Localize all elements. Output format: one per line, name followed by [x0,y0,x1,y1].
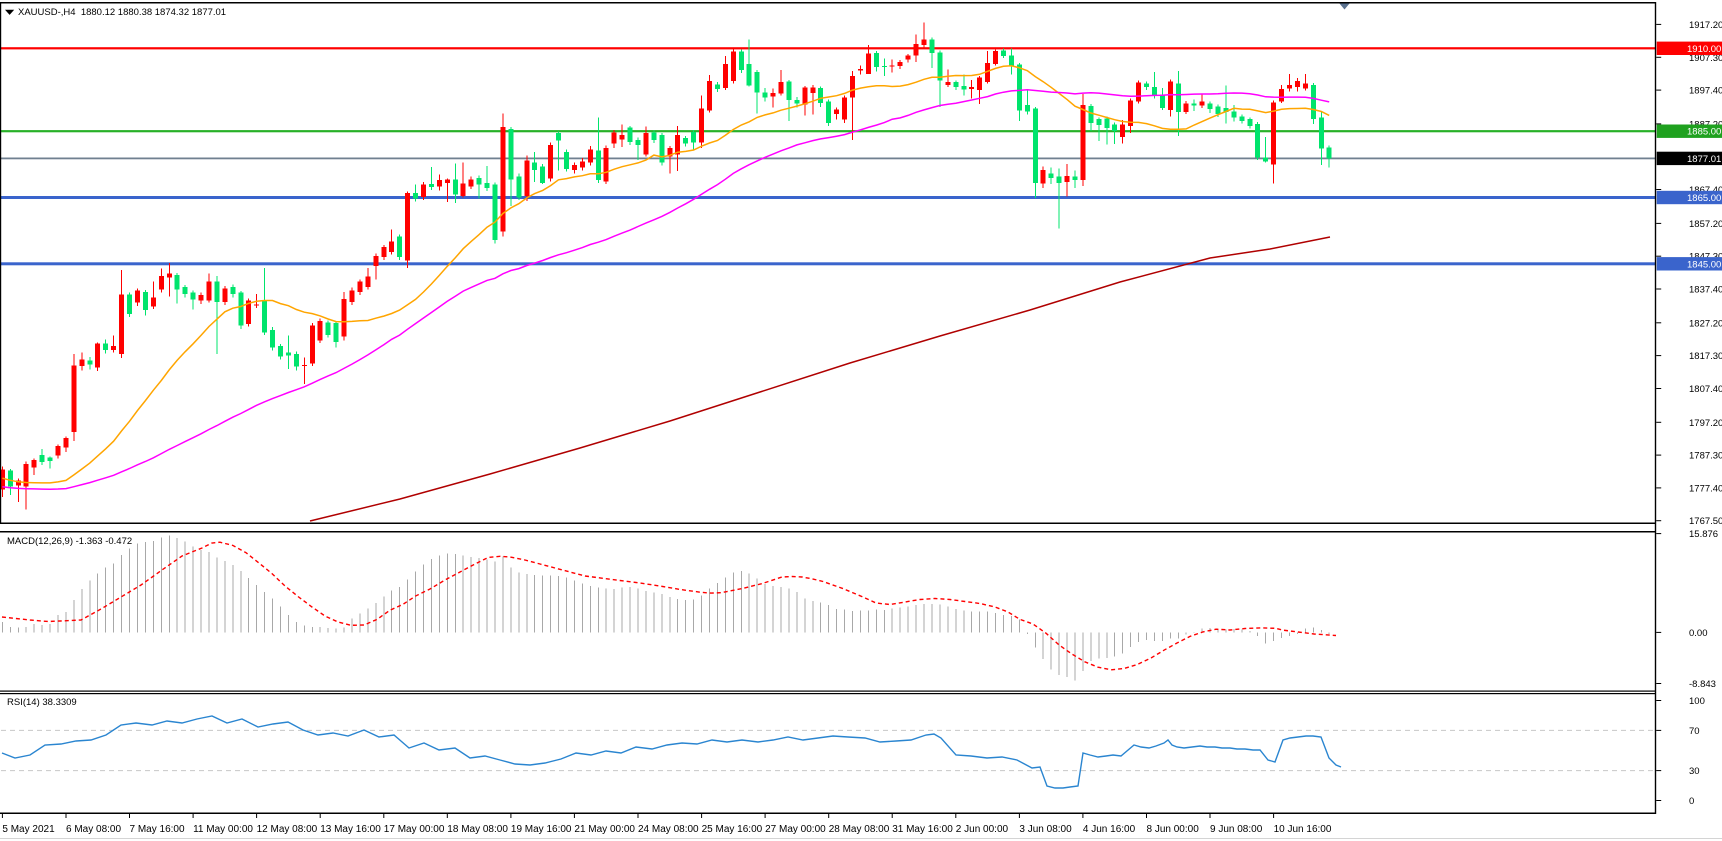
svg-text:XAUUSD-,H4 1880.12 1880.38 18: XAUUSD-,H4 1880.12 1880.38 1874.32 1877.… [18,7,226,18]
svg-text:1817.30: 1817.30 [1689,351,1722,362]
svg-text:21 May 00:00: 21 May 00:00 [574,824,635,835]
svg-text:MACD(12,26,9) -1.363 -0.472: MACD(12,26,9) -1.363 -0.472 [7,536,132,547]
svg-text:28 May 08:00: 28 May 08:00 [829,824,890,835]
svg-text:17 May 00:00: 17 May 00:00 [384,824,445,835]
svg-text:31 May 16:00: 31 May 16:00 [892,824,953,835]
svg-text:1845.00: 1845.00 [1687,259,1721,270]
svg-text:8 Jun 00:00: 8 Jun 00:00 [1147,824,1200,835]
svg-text:1910.00: 1910.00 [1687,44,1721,55]
svg-text:6 May 08:00: 6 May 08:00 [66,824,121,835]
svg-text:1877.01: 1877.01 [1687,154,1721,165]
svg-text:0.00: 0.00 [1689,628,1708,639]
svg-text:5 May 2021: 5 May 2021 [2,824,55,835]
svg-text:0: 0 [1689,796,1694,807]
svg-text:1767.50: 1767.50 [1689,516,1722,527]
svg-text:RSI(14) 38.3309: RSI(14) 38.3309 [7,697,77,708]
svg-text:1885.00: 1885.00 [1687,127,1721,138]
svg-text:1837.40: 1837.40 [1689,285,1722,296]
svg-text:4 Jun 16:00: 4 Jun 16:00 [1083,824,1136,835]
svg-text:19 May 16:00: 19 May 16:00 [511,824,572,835]
svg-text:11 May 00:00: 11 May 00:00 [193,824,253,835]
svg-text:1787.30: 1787.30 [1689,451,1722,462]
svg-text:1777.40: 1777.40 [1689,483,1722,494]
svg-text:24 May 08:00: 24 May 08:00 [638,824,699,835]
svg-text:2 Jun 00:00: 2 Jun 00:00 [956,824,1009,835]
svg-text:15.876: 15.876 [1689,529,1718,540]
svg-text:100: 100 [1689,696,1705,707]
svg-text:1797.20: 1797.20 [1689,418,1722,429]
svg-text:-8.843: -8.843 [1689,679,1716,690]
svg-text:25 May 16:00: 25 May 16:00 [702,824,763,835]
svg-text:1917.20: 1917.20 [1689,20,1722,31]
svg-text:9 Jun 08:00: 9 Jun 08:00 [1210,824,1263,835]
svg-text:70: 70 [1689,726,1700,737]
svg-text:1827.20: 1827.20 [1689,318,1722,329]
svg-text:18 May 08:00: 18 May 08:00 [447,824,508,835]
svg-text:1907.30: 1907.30 [1689,53,1722,64]
svg-text:10 Jun 16:00: 10 Jun 16:00 [1274,824,1332,835]
svg-text:27 May 00:00: 27 May 00:00 [765,824,826,835]
svg-text:30: 30 [1689,766,1700,777]
svg-text:7 May 16:00: 7 May 16:00 [130,824,185,835]
svg-text:1867.40: 1867.40 [1689,185,1722,196]
svg-text:12 May 08:00: 12 May 08:00 [257,824,318,835]
svg-text:1857.20: 1857.20 [1689,219,1722,230]
svg-text:1865.00: 1865.00 [1687,193,1721,204]
svg-text:3 Jun 08:00: 3 Jun 08:00 [1019,824,1072,835]
svg-text:1897.40: 1897.40 [1689,86,1722,97]
svg-text:13 May 16:00: 13 May 16:00 [320,824,381,835]
svg-text:1807.40: 1807.40 [1689,384,1722,395]
